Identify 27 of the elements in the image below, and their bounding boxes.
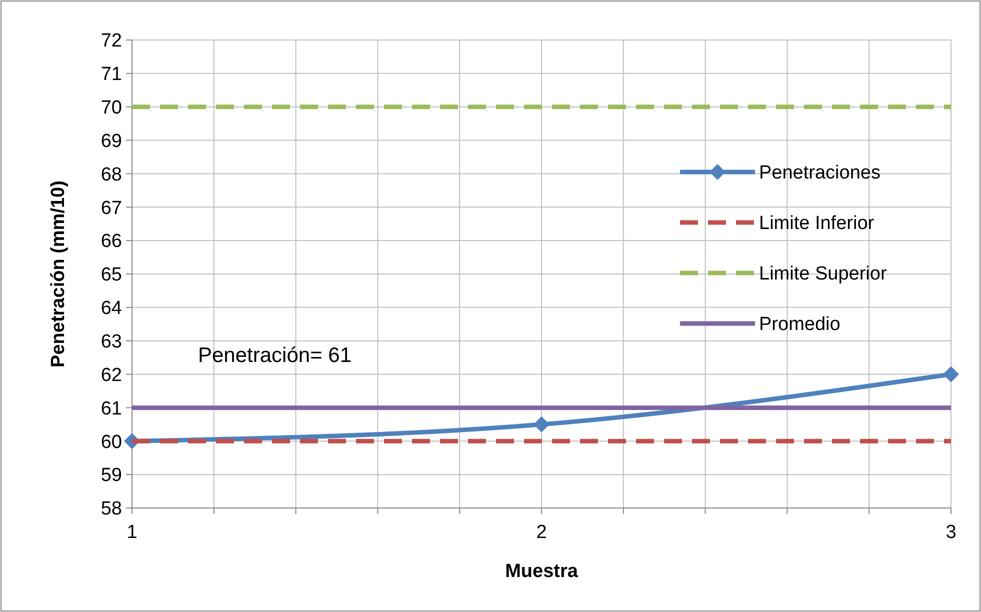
legend-label: Limite Inferior [759,213,875,234]
y-tick-label: 68 [100,164,122,186]
y-tick-label: 72 [100,30,122,52]
legend-label: Limite Superior [759,264,888,285]
x-tick-label: 3 [946,522,956,543]
y-tick-label: 65 [100,264,122,286]
y-tick-label: 69 [100,130,122,152]
y-tick-label: 63 [100,332,122,353]
y-tick-label: 66 [100,231,122,252]
y-tick-label: 59 [100,465,122,486]
y-tick-label: 64 [100,298,122,320]
annotation: Penetración= 61 [198,344,352,367]
y-tick-label: 71 [100,64,122,86]
y-tick-label: 61 [100,398,122,420]
y-axis-title: Penetración (mm/10) [48,180,69,368]
point [943,366,959,382]
x-tick-label: 1 [126,522,138,543]
y-tick-label: 67 [100,198,122,219]
legend-label: Promedio [759,314,840,336]
x-tick-label: 2 [536,522,547,543]
y-tick-label: 62 [100,364,122,386]
legend-label: Penetraciones [759,162,880,184]
y-tick-label: 60 [100,432,122,453]
y-tick-label: 58 [100,498,122,520]
y-tick-label: 70 [100,98,122,119]
point [534,416,550,432]
x-axis-title: Muestra [505,561,578,582]
